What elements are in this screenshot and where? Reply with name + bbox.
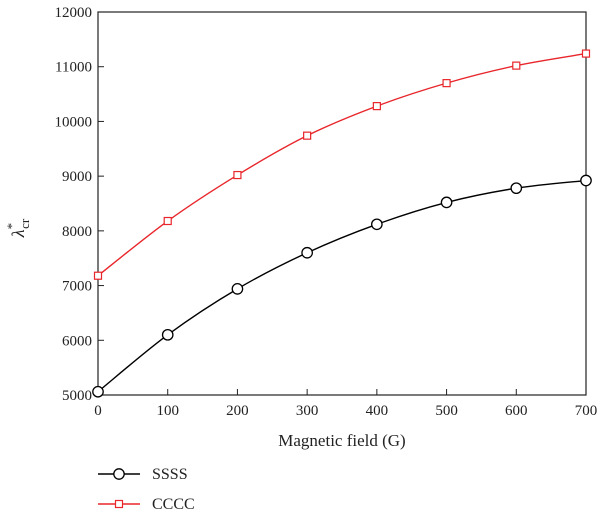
svg-text:λ*cr: λ*cr: [4, 218, 32, 238]
x-tick-label: 500: [435, 403, 458, 419]
y-tick-label: 7000: [62, 279, 92, 295]
data-point-ssss: [580, 174, 592, 187]
series-layer: [92, 49, 592, 398]
y-tick-label: 8000: [62, 224, 92, 240]
y-axis-title-subscript: cr: [17, 218, 32, 229]
data-point-cccc: [372, 102, 381, 111]
y-axis-title-superscript: *: [4, 223, 19, 230]
y-tick-label: 5000: [62, 388, 92, 404]
legend-item-ssss: SSSS: [98, 466, 188, 483]
data-point-cccc: [93, 271, 103, 280]
data-point-cccc: [303, 131, 312, 140]
y-tick-label: 11000: [55, 60, 92, 76]
y-tick-label: 10000: [55, 114, 93, 130]
data-point-ssss: [301, 246, 313, 259]
y-tick-label: 9000: [62, 169, 92, 185]
plot-frame: [97, 11, 587, 396]
series-line-ssss: [97, 179, 587, 393]
data-point-ssss: [371, 218, 383, 231]
x-tick-label: 400: [366, 403, 389, 419]
legend-label-ssss: SSSS: [152, 466, 188, 483]
y-axis-title: λ*cr: [4, 218, 32, 238]
data-point-ssss: [92, 385, 104, 398]
x-axis-title: Magnetic field (G): [278, 431, 405, 450]
data-point-cccc: [163, 216, 172, 226]
y-tick-label: 6000: [62, 333, 92, 349]
data-point-cccc: [442, 79, 451, 88]
data-point-ssss: [231, 283, 244, 295]
y-axis-ticks: 5000 6000 7000 8000 9000 10000 11000 12000: [55, 5, 104, 404]
y-axis-title-symbol: λ: [8, 229, 28, 238]
plot-area: [97, 11, 587, 396]
series-cccc: [93, 49, 591, 280]
series-ssss: [92, 174, 592, 398]
data-point-cccc: [581, 49, 591, 58]
x-tick-label: 700: [575, 403, 598, 419]
data-point-ssss: [161, 328, 174, 341]
data-point-cccc: [233, 170, 242, 180]
legend: SSSS CCCC: [98, 466, 195, 513]
data-point-cccc: [512, 61, 521, 70]
y-tick-label: 12000: [55, 5, 93, 21]
x-tick-label: 600: [505, 403, 528, 419]
x-tick-label: 300: [296, 403, 319, 419]
x-tick-label: 200: [226, 403, 249, 419]
legend-item-cccc: CCCC: [98, 496, 195, 513]
data-point-ssss: [440, 196, 453, 209]
legend-marker-cccc: [114, 499, 124, 509]
legend-marker-ssss: [113, 468, 125, 480]
x-axis-ticks: 0 100 200 300 400 500 600 700: [94, 389, 597, 419]
data-point-ssss: [510, 182, 523, 195]
x-tick-label: 0: [94, 403, 102, 419]
series-line-cccc: [97, 52, 587, 277]
legend-label-cccc: CCCC: [152, 496, 195, 513]
x-tick-label: 100: [156, 403, 179, 419]
